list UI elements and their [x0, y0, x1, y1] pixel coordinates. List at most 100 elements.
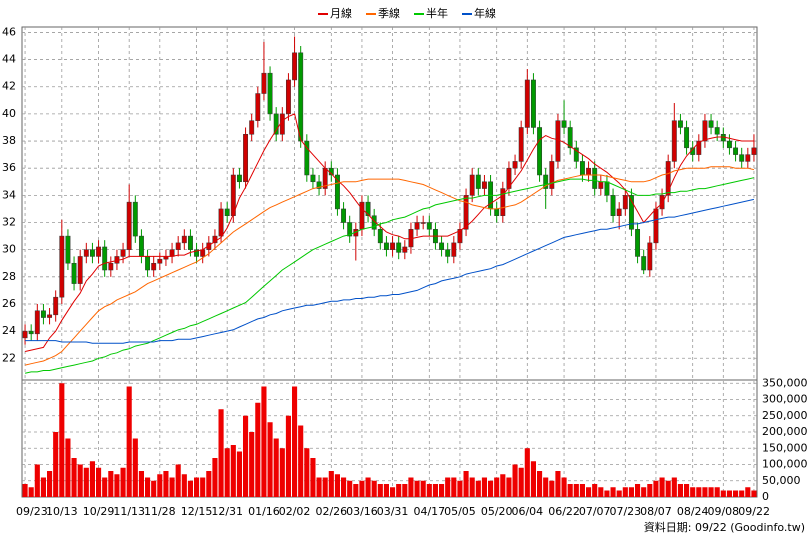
volume-bar [145, 477, 151, 497]
volume-bar [304, 448, 310, 497]
candle-body [445, 249, 451, 257]
volume-bar [402, 484, 408, 497]
candle-body [298, 52, 304, 142]
volume-bar [598, 487, 604, 497]
candle-body [500, 188, 506, 216]
candle-body [383, 242, 389, 250]
candle-body [555, 120, 561, 162]
volume-bar [163, 471, 169, 497]
y2-tick-label: 200,000 [762, 425, 808, 438]
x-tick-label: 12/31 [211, 505, 243, 518]
volume-bar [40, 477, 46, 497]
volume-bar [187, 480, 193, 497]
volume-bar [102, 477, 108, 497]
volume-bar [383, 484, 389, 497]
candle-body [677, 120, 683, 128]
candle-body [426, 222, 432, 230]
y-tick-label: 26 [2, 297, 16, 310]
volume-bar [53, 432, 59, 497]
volume-bar [218, 409, 224, 497]
x-tick-label: 10/29 [83, 505, 115, 518]
x-tick-label: 05/20 [481, 505, 513, 518]
volume-bar [635, 484, 641, 497]
candle-body [138, 235, 144, 257]
y-tick-label: 40 [2, 107, 16, 120]
candle-body [561, 120, 567, 128]
candle-body [665, 161, 671, 196]
volume-bar [702, 487, 708, 497]
volume-bar [579, 484, 585, 497]
x-tick-label: 03/16 [346, 505, 378, 518]
x-tick-label: 12/15 [181, 505, 213, 518]
candle-body [451, 242, 457, 257]
x-tick-label: 07/23 [609, 505, 641, 518]
volume-bar [426, 484, 432, 497]
candle-body [169, 249, 175, 257]
candle-body [549, 161, 555, 189]
volume-bar [708, 487, 714, 497]
candle-body [543, 174, 549, 189]
volume-bar [537, 471, 543, 497]
volume-bar [200, 477, 206, 497]
volume-bar [396, 484, 402, 497]
volume-bar [249, 432, 255, 497]
volume-bar [561, 477, 567, 497]
candle-body [285, 79, 291, 115]
y-tick-label: 32 [2, 216, 16, 229]
candle-body [22, 330, 28, 339]
candle-body [592, 167, 598, 189]
volume-bar [279, 448, 285, 497]
candle-body [304, 140, 310, 176]
y-tick-label: 22 [2, 351, 16, 364]
candle-body [402, 246, 408, 253]
x-tick-label: 10/13 [46, 505, 78, 518]
volume-bar [377, 484, 383, 497]
y-tick-label: 36 [2, 161, 16, 174]
x-tick-label: 11/28 [144, 505, 176, 518]
candle-body [230, 174, 236, 216]
candle-body [622, 195, 628, 210]
volume-bar [365, 477, 371, 497]
x-tick-label: 09/08 [707, 505, 739, 518]
candle-body [420, 222, 426, 224]
candle-body [494, 208, 500, 216]
candle-body [463, 195, 469, 230]
volume-bar [212, 458, 218, 497]
candle-body [641, 256, 647, 271]
volume-bar [530, 461, 536, 497]
volume-bar [677, 484, 683, 497]
candle-body [267, 72, 273, 115]
candle-body [745, 154, 751, 162]
volume-bar [22, 484, 28, 497]
volume-bar [316, 477, 322, 497]
legend-label: 半年 [426, 6, 448, 20]
volume-bar [549, 480, 555, 497]
volume-bar [120, 467, 126, 497]
volume-bar [353, 484, 359, 497]
volume-bar [34, 464, 40, 497]
candle-body [653, 208, 659, 244]
volume-bar [132, 438, 138, 497]
volume-bar [285, 415, 291, 497]
candle-body [671, 120, 677, 162]
volume-bar [647, 484, 653, 497]
volume-bar [481, 477, 487, 497]
candle-body [102, 246, 108, 271]
candle-body [696, 140, 702, 155]
volume-bar [322, 477, 328, 497]
volume-bar [126, 386, 132, 497]
x-tick-label: 04/17 [413, 505, 445, 518]
candle-body [604, 181, 610, 196]
volume-bar [89, 461, 95, 497]
ma-line [25, 198, 755, 344]
volume-bar [224, 448, 230, 497]
volume-bar [310, 458, 316, 497]
y-tick-label: 42 [2, 80, 16, 93]
volume-bar [328, 471, 334, 497]
volume-bar [108, 471, 114, 497]
candle-body [175, 242, 181, 250]
candle-body [28, 330, 34, 335]
candle-body [647, 242, 653, 271]
y2-tick-label: 250,000 [762, 409, 808, 422]
